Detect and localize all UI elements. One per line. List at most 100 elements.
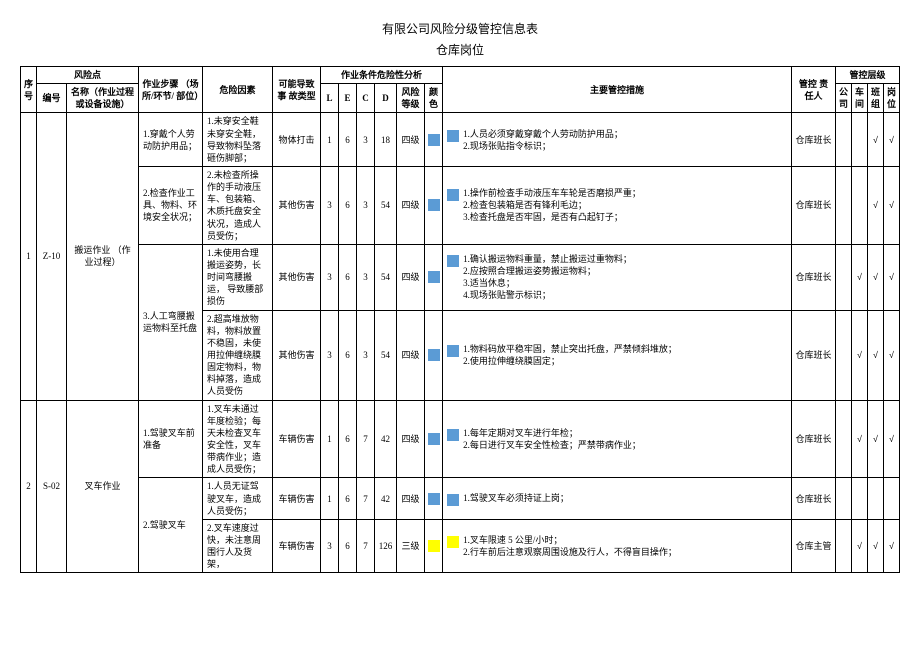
color-swatch xyxy=(428,433,440,445)
table-row: 2.检查作业工 具、物料、环 境安全状况；2.未检查所操 作的手动液压 车、包装… xyxy=(21,166,900,244)
doc-title: 有限公司风险分级管控信息表 xyxy=(20,20,900,37)
cell-check-2: √ xyxy=(867,244,883,310)
measures-text: 1.叉车限速 5 公里/小时；2.行车前后注意观察周围设施及行人，不得盲目操作； xyxy=(463,534,787,558)
th-L: L xyxy=(321,84,339,113)
color-swatch xyxy=(428,134,440,146)
measures-text: 1.驾驶叉车必须持证上岗； xyxy=(463,492,787,504)
color-swatch xyxy=(428,493,440,505)
cell-accident: 车辆伤害 xyxy=(273,478,321,519)
color-swatch xyxy=(428,349,440,361)
measures-text: 1.每年定期对叉车进行年检；2.每日进行叉车安全性检查；严禁带病作业； xyxy=(463,427,787,451)
cell-responsible: 仓库班长 xyxy=(791,310,835,400)
cell-L: 1 xyxy=(321,400,339,478)
cell-name: 叉车作业 xyxy=(67,400,139,573)
cell-check-0 xyxy=(835,113,851,167)
cell-hazard: 2.未检查所操 作的手动液压 车、包装箱、 木质托盘安全 状况，造成人 员受伤； xyxy=(203,166,273,244)
measures-text: 1.物料码放平稳牢固，禁止突出托盘，严禁倾斜堆放；2.使用拉伸缠绕膜固定； xyxy=(463,343,787,367)
cell-check-1: √ xyxy=(851,400,867,478)
cell-E: 6 xyxy=(339,478,357,519)
cell-E: 6 xyxy=(339,400,357,478)
cell-D: 54 xyxy=(375,166,397,244)
cell-L: 1 xyxy=(321,478,339,519)
cell-E: 6 xyxy=(339,244,357,310)
cell-check-1: √ xyxy=(851,310,867,400)
cell-responsible: 仓库主管 xyxy=(791,519,835,573)
cell-measures: 1.确认搬运物料重量，禁止搬运过重物料；2.应按照合理搬运姿势搬运物料；3.适当… xyxy=(443,244,792,310)
cell-hazard: 1.未穿安全鞋 未穿安全鞋， 导致物料坠落 砸伤脚部； xyxy=(203,113,273,167)
color-swatch xyxy=(428,540,440,552)
cell-C: 3 xyxy=(357,244,375,310)
cell-check-3: √ xyxy=(883,400,899,478)
th-color: 颜 色 xyxy=(425,84,443,113)
cell-check-2: √ xyxy=(867,519,883,573)
cell-level: 四级 xyxy=(397,478,425,519)
color-swatch xyxy=(428,271,440,283)
cell-level: 四级 xyxy=(397,400,425,478)
cell-check-3: √ xyxy=(883,310,899,400)
cell-color xyxy=(425,519,443,573)
th-risklevel: 风险 等级 xyxy=(397,84,425,113)
cell-E: 6 xyxy=(339,166,357,244)
cell-check-2: √ xyxy=(867,310,883,400)
cell-hazard: 1.叉车未通过 年度检验；每 天未检查叉车 安全性，叉车 带病作业；造 成人员受… xyxy=(203,400,273,478)
cell-seq: 2 xyxy=(21,400,37,573)
color-swatch xyxy=(447,130,459,142)
th-team: 班 组 xyxy=(867,84,883,113)
cell-color xyxy=(425,244,443,310)
cell-measures: 1.叉车限速 5 公里/小时；2.行车前后注意观察周围设施及行人，不得盲目操作； xyxy=(443,519,792,573)
cell-C: 7 xyxy=(357,519,375,573)
cell-check-3: √ xyxy=(883,166,899,244)
cell-responsible: 仓库班长 xyxy=(791,478,835,519)
risk-table: 序 号 风险点 作业步骤 （场所/环节/ 部位） 危险因素 可能导致事 故类型 … xyxy=(20,66,900,573)
cell-C: 3 xyxy=(357,166,375,244)
cell-accident: 车辆伤害 xyxy=(273,400,321,478)
cell-check-0 xyxy=(835,400,851,478)
cell-L: 3 xyxy=(321,244,339,310)
color-swatch xyxy=(428,199,440,211)
cell-L: 1 xyxy=(321,113,339,167)
table-row: 2.驾驶叉车1.人员无证驾 驶叉车，造成 人员受伤；车辆伤害16742四级1.驾… xyxy=(21,478,900,519)
th-seq: 序 号 xyxy=(21,67,37,113)
cell-check-1: √ xyxy=(851,519,867,573)
cell-check-2: √ xyxy=(867,113,883,167)
th-responsible: 管控 责任人 xyxy=(791,67,835,113)
cell-seq: 1 xyxy=(21,113,37,400)
th-post: 岗 位 xyxy=(883,84,899,113)
color-swatch xyxy=(447,429,459,441)
th-measures: 主要管控措施 xyxy=(443,67,792,113)
th-E: E xyxy=(339,84,357,113)
th-code: 编号 xyxy=(37,84,67,113)
color-swatch xyxy=(447,536,459,548)
cell-responsible: 仓库班长 xyxy=(791,113,835,167)
th-C: C xyxy=(357,84,375,113)
cell-accident: 车辆伤害 xyxy=(273,519,321,573)
cell-D: 54 xyxy=(375,244,397,310)
measures-text: 1.确认搬运物料重量，禁止搬运过重物料；2.应按照合理搬运姿势搬运物料；3.适当… xyxy=(463,253,787,302)
th-D: D xyxy=(375,84,397,113)
cell-measures: 1.人员必须穿戴穿戴个人劳动防护用品；2.现场张贴指令标识； xyxy=(443,113,792,167)
th-control-level: 管控层级 xyxy=(835,67,899,84)
cell-color xyxy=(425,400,443,478)
cell-code: S-02 xyxy=(37,400,67,573)
th-step: 作业步骤 （场所/环节/ 部位） xyxy=(139,67,203,113)
th-company: 公 司 xyxy=(835,84,851,113)
cell-L: 3 xyxy=(321,166,339,244)
th-riskpoint: 风险点 xyxy=(37,67,139,84)
cell-responsible: 仓库班长 xyxy=(791,244,835,310)
table-row: 2S-02叉车作业1.驾驶叉车前 准备1.叉车未通过 年度检验；每 天未检查叉车… xyxy=(21,400,900,478)
doc-subtitle: 仓库岗位 xyxy=(20,41,900,58)
cell-accident: 物体打击 xyxy=(273,113,321,167)
cell-check-0 xyxy=(835,310,851,400)
measures-text: 1.操作前检查手动液压车车轮是否磨损严重；2.检查包装箱是否有锋利毛边；3.检查… xyxy=(463,187,787,223)
cell-C: 3 xyxy=(357,113,375,167)
cell-color xyxy=(425,310,443,400)
cell-D: 126 xyxy=(375,519,397,573)
cell-check-1 xyxy=(851,113,867,167)
cell-check-2: √ xyxy=(867,166,883,244)
th-workshop: 车 间 xyxy=(851,84,867,113)
cell-E: 6 xyxy=(339,519,357,573)
th-hazard: 危险因素 xyxy=(203,67,273,113)
cell-check-3: √ xyxy=(883,244,899,310)
cell-L: 3 xyxy=(321,519,339,573)
cell-color xyxy=(425,478,443,519)
